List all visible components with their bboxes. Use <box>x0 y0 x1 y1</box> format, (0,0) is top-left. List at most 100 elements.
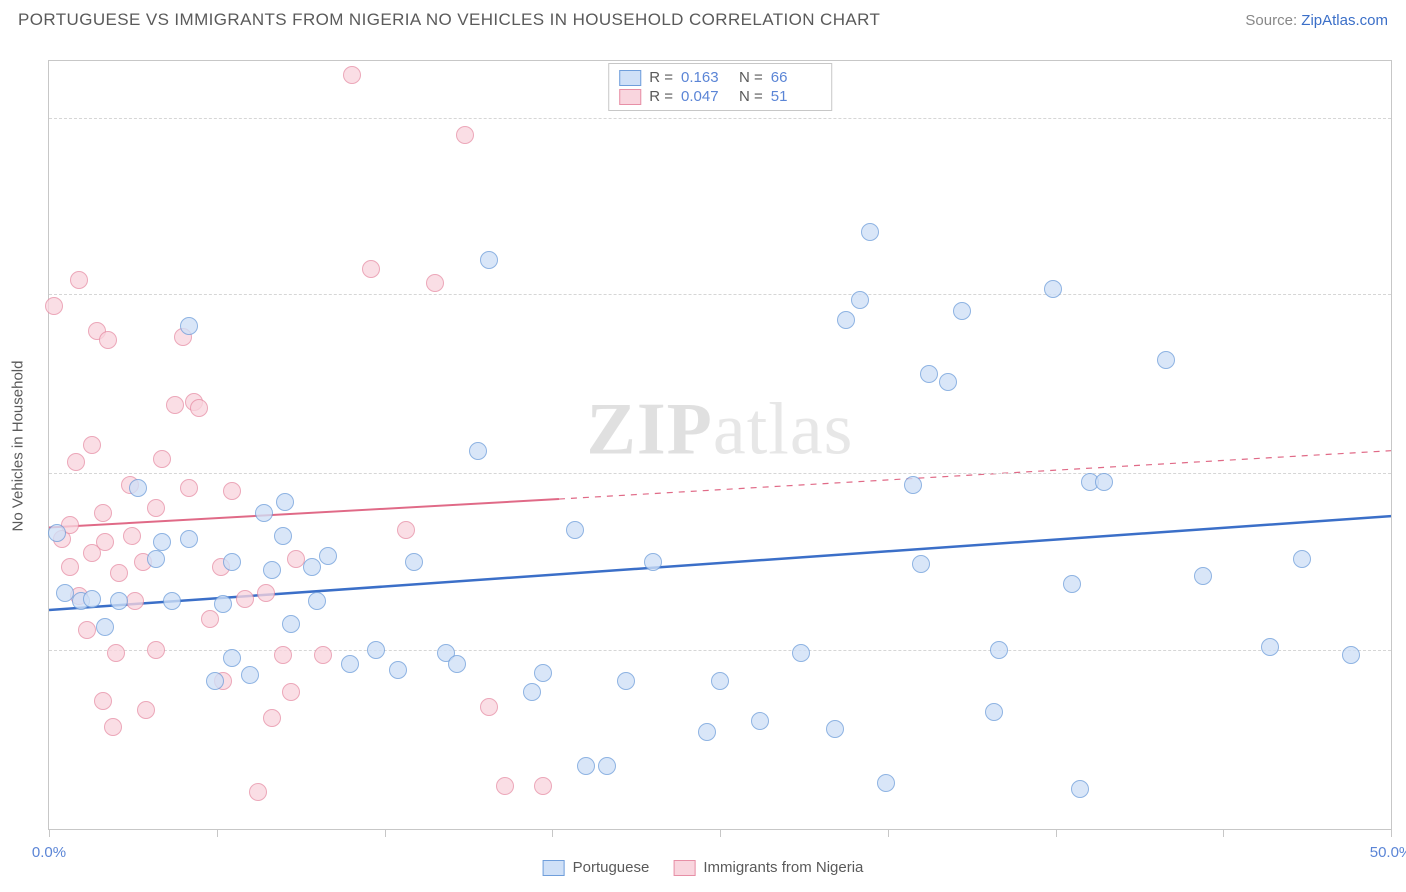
r-value: 0.163 <box>681 69 731 86</box>
legend-swatch <box>543 860 565 876</box>
data-point-portuguese <box>644 553 662 571</box>
data-point-portuguese <box>214 595 232 613</box>
watermark-zip: ZIP <box>587 388 713 470</box>
data-point-nigeria <box>426 274 444 292</box>
data-point-portuguese <box>405 553 423 571</box>
data-point-portuguese <box>953 302 971 320</box>
data-point-nigeria <box>397 521 415 539</box>
trend-lines <box>49 61 1391 829</box>
data-point-portuguese <box>367 641 385 659</box>
data-point-portuguese <box>904 476 922 494</box>
data-point-portuguese <box>303 558 321 576</box>
r-value: 0.047 <box>681 88 731 105</box>
source-attribution: Source: ZipAtlas.com <box>1245 12 1388 29</box>
data-point-portuguese <box>180 317 198 335</box>
data-point-nigeria <box>274 646 292 664</box>
legend-swatch <box>619 70 641 86</box>
data-point-portuguese <box>534 664 552 682</box>
x-tick <box>1391 829 1392 837</box>
data-point-portuguese <box>1261 638 1279 656</box>
data-point-portuguese <box>837 311 855 329</box>
data-point-portuguese <box>319 547 337 565</box>
data-point-portuguese <box>1071 780 1089 798</box>
data-point-portuguese <box>147 550 165 568</box>
data-point-portuguese <box>255 504 273 522</box>
data-point-portuguese <box>274 527 292 545</box>
data-point-portuguese <box>308 592 326 610</box>
watermark-atlas: atlas <box>713 388 854 470</box>
data-point-nigeria <box>70 271 88 289</box>
legend-label: Portuguese <box>573 859 650 876</box>
gridline <box>49 294 1391 295</box>
data-point-nigeria <box>123 527 141 545</box>
data-point-nigeria <box>61 558 79 576</box>
x-tick <box>552 829 553 837</box>
data-point-nigeria <box>137 701 155 719</box>
data-point-nigeria <box>67 453 85 471</box>
data-point-nigeria <box>534 777 552 795</box>
source-link[interactable]: ZipAtlas.com <box>1301 12 1388 29</box>
data-point-nigeria <box>263 709 281 727</box>
data-point-nigeria <box>249 783 267 801</box>
data-point-nigeria <box>147 641 165 659</box>
n-value: 66 <box>771 69 821 86</box>
data-point-portuguese <box>877 774 895 792</box>
data-point-portuguese <box>153 533 171 551</box>
gridline <box>49 650 1391 651</box>
data-point-nigeria <box>314 646 332 664</box>
data-point-nigeria <box>94 504 112 522</box>
n-label: N = <box>739 88 763 105</box>
data-point-nigeria <box>96 533 114 551</box>
data-point-nigeria <box>166 396 184 414</box>
data-point-nigeria <box>201 610 219 628</box>
data-point-portuguese <box>1044 280 1062 298</box>
data-point-portuguese <box>920 365 938 383</box>
watermark: ZIPatlas <box>587 387 854 472</box>
data-point-portuguese <box>698 723 716 741</box>
scatter-chart: ZIPatlas 6.3%12.5%18.8%25.0%0.0%50.0% R … <box>48 60 1392 830</box>
legend-correlation: R =0.163N =66R =0.047N =51 <box>608 63 832 111</box>
data-point-nigeria <box>99 331 117 349</box>
data-point-nigeria <box>104 718 122 736</box>
data-point-portuguese <box>163 592 181 610</box>
data-point-portuguese <box>939 373 957 391</box>
data-point-nigeria <box>257 584 275 602</box>
data-point-portuguese <box>990 641 1008 659</box>
data-point-portuguese <box>180 530 198 548</box>
data-point-portuguese <box>792 644 810 662</box>
x-tick-label: 0.0% <box>32 844 66 861</box>
data-point-nigeria <box>236 590 254 608</box>
gridline <box>49 118 1391 119</box>
data-point-portuguese <box>1157 351 1175 369</box>
data-point-portuguese <box>341 655 359 673</box>
data-point-portuguese <box>523 683 541 701</box>
data-point-nigeria <box>480 698 498 716</box>
data-point-portuguese <box>1342 646 1360 664</box>
data-point-portuguese <box>1063 575 1081 593</box>
x-tick <box>385 829 386 837</box>
data-point-nigeria <box>456 126 474 144</box>
data-point-portuguese <box>851 291 869 309</box>
data-point-portuguese <box>469 442 487 460</box>
data-point-portuguese <box>480 251 498 269</box>
n-label: N = <box>739 69 763 86</box>
data-point-portuguese <box>711 672 729 690</box>
data-point-portuguese <box>83 590 101 608</box>
x-tick-label: 50.0% <box>1370 844 1406 861</box>
data-point-portuguese <box>912 555 930 573</box>
x-tick <box>217 829 218 837</box>
data-point-portuguese <box>276 493 294 511</box>
data-point-portuguese <box>826 720 844 738</box>
y-tick-label: 12.5% <box>1397 465 1406 482</box>
data-point-nigeria <box>282 683 300 701</box>
n-value: 51 <box>771 88 821 105</box>
data-point-portuguese <box>223 649 241 667</box>
r-label: R = <box>649 69 673 86</box>
data-point-portuguese <box>129 479 147 497</box>
data-point-nigeria <box>94 692 112 710</box>
data-point-nigeria <box>78 621 96 639</box>
data-point-nigeria <box>223 482 241 500</box>
data-point-portuguese <box>1293 550 1311 568</box>
data-point-nigeria <box>153 450 171 468</box>
legend-row: R =0.047N =51 <box>619 87 821 106</box>
